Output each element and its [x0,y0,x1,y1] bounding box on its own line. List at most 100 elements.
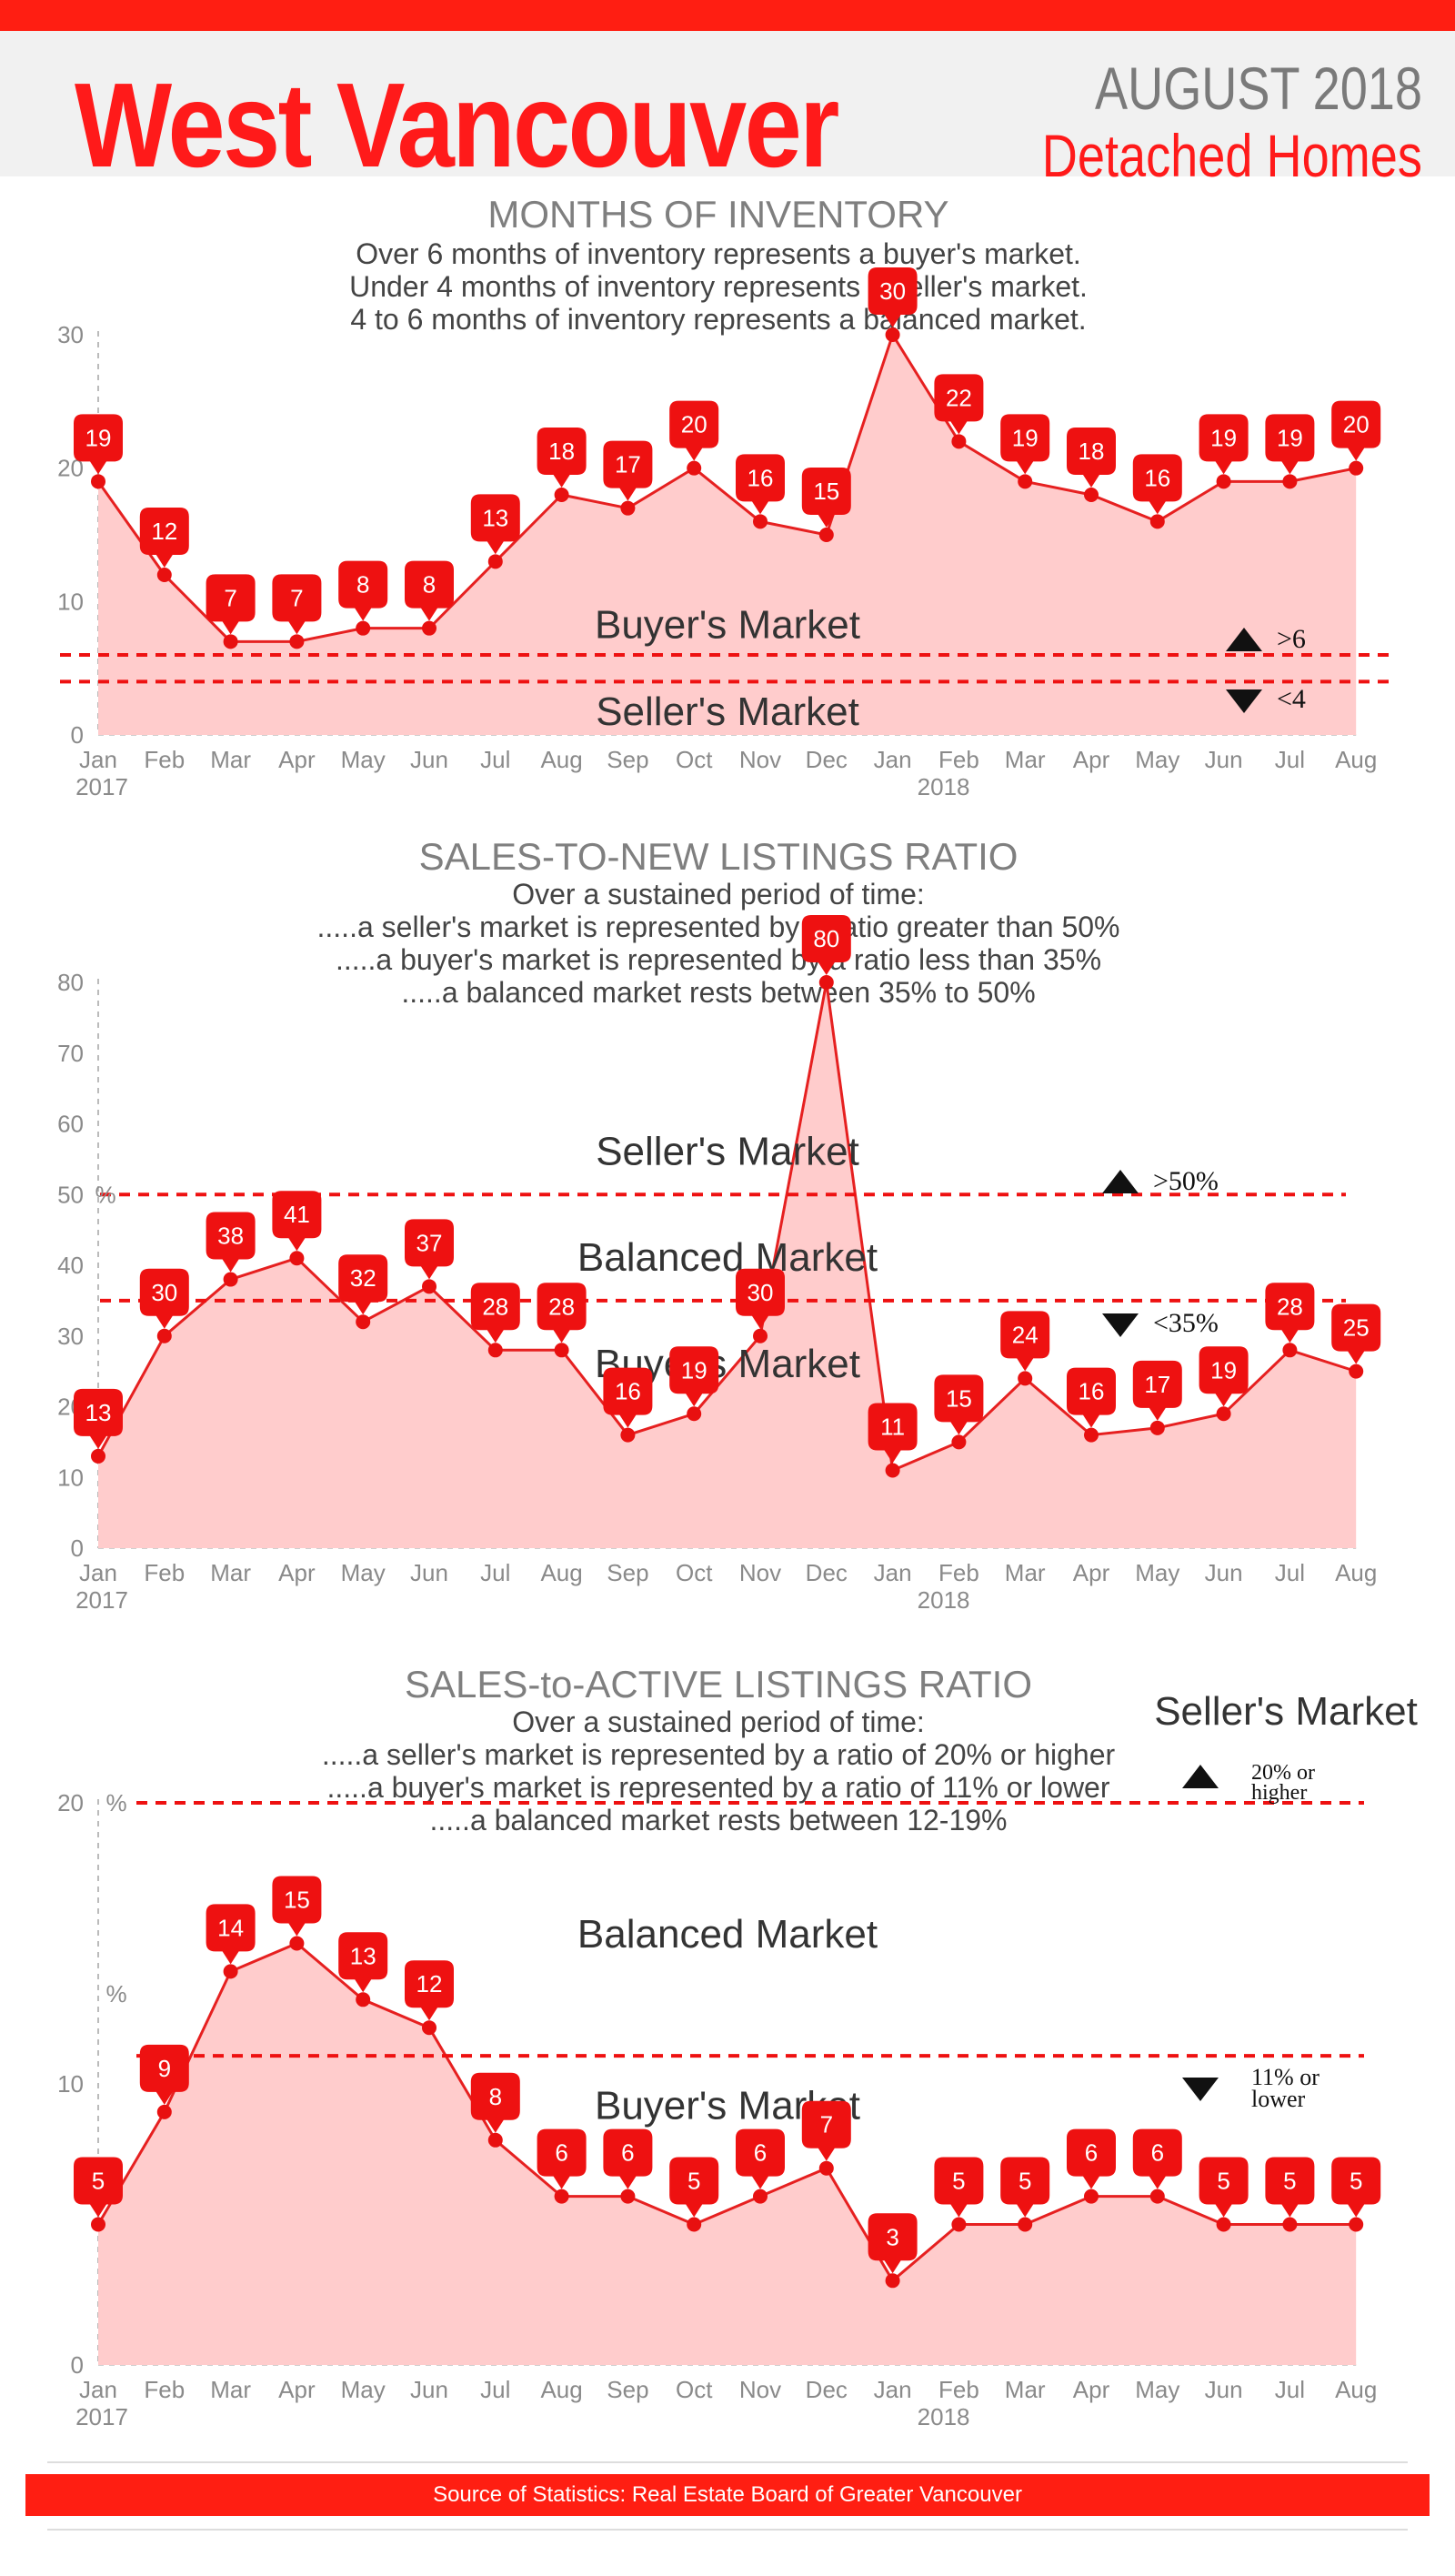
series-area [98,982,1357,1548]
data-label: 18 [1079,438,1105,465]
y-tick-label: 70 [57,1040,84,1067]
x-tick-label: Jan [874,1559,912,1586]
x-tick-label: Feb [938,2376,979,2403]
x-tick-label: Sep [607,1559,648,1586]
data-point [951,2217,967,2232]
data-point [687,2217,702,2232]
value-badge [1331,2157,1381,2218]
footer-divider-bottom [47,2529,1408,2531]
data-point [687,460,702,476]
triangle-up-icon [1102,1170,1139,1193]
data-point [422,1279,436,1294]
data-label: 15 [946,1384,972,1412]
value-badge [801,468,851,528]
data-point [223,1964,238,1979]
data-point [1282,2217,1298,2232]
data-point [885,2273,900,2289]
data-point [1018,1371,1033,1386]
data-label: 19 [681,1356,707,1384]
source-footer: Source of Statistics: Real Estate Board … [25,2474,1430,2516]
x-tick-label: Jan [79,2376,117,2403]
x-tick-label: Jan [874,746,912,773]
value-badge [801,2100,851,2161]
data-label: 7 [820,2111,833,2138]
series-area [98,1943,1357,2365]
data-point [753,1328,768,1343]
data-label: 32 [350,1264,376,1292]
data-point [1084,2189,1099,2204]
x-tick-label: Apr [278,746,316,773]
y-tick-label: 40 [57,1252,84,1279]
value-badge [1265,414,1315,475]
x-tick-label: Feb [144,1559,185,1586]
market-zone-label: Buyer's Market [595,603,860,648]
data-point [223,634,238,649]
value-badge [1199,2157,1249,2218]
data-label: 5 [687,2168,700,2195]
value-badge [74,2157,123,2218]
data-label: 3 [886,2223,898,2250]
market-zone-label: Balanced Market [577,1912,878,1957]
page-title: West Vancouver [75,58,839,192]
value-badge [736,454,785,515]
x-tick-label: May [341,746,386,773]
value-badge [1000,414,1050,475]
legend-note-up: >6 [1277,624,1306,654]
value-badge [603,1367,653,1428]
data-label: 28 [482,1293,508,1320]
y-tick-label: 0 [71,721,84,749]
data-label: 5 [1283,2168,1296,2195]
data-label: 37 [416,1229,443,1256]
data-label: 6 [555,2139,567,2167]
market-zone-label: Seller's Market [596,689,859,734]
series-line [96,1941,1357,2283]
value-badge [1331,1303,1381,1364]
x-tick-label: Apr [1073,1559,1110,1586]
market-zone-label: Seller's Market [596,1130,859,1174]
data-label: 13 [482,504,508,531]
data-point [1349,460,1364,476]
data-label: 6 [1151,2139,1164,2167]
value-badge [405,1960,454,2021]
data-label: 5 [1217,2168,1229,2195]
x-tick-label: Mar [1005,746,1046,773]
value-badge [669,400,719,461]
value-badge [537,428,587,488]
chart-description-line: .....a balanced market rests between 12-… [429,1804,1007,1836]
x-tick-label: May [341,1559,386,1586]
data-label: 8 [423,571,436,599]
data-point [554,1343,569,1358]
y-tick-label: 20 [57,1789,84,1816]
x-tick-label: Feb [938,746,979,773]
year-label: 2018 [918,773,970,800]
year-label: 2017 [75,1586,128,1614]
value-badge [603,440,653,501]
data-point [223,1272,238,1287]
percent-marker: % [105,1980,126,2007]
value-badge [1067,1367,1116,1428]
value-badge [338,560,388,621]
y-tick-label: 10 [57,588,84,615]
legend-note-down: 11% or [1251,2064,1320,2090]
value-badge [1265,1283,1315,1343]
data-point [1282,474,1298,489]
x-tick-label: Feb [144,2376,185,2403]
data-point [1018,2217,1033,2232]
value-badge [1000,1311,1050,1372]
data-label: 8 [489,2083,502,2110]
data-point [91,2217,105,2232]
data-point [1349,2217,1364,2232]
x-tick-label: Jun [1205,2376,1243,2403]
data-label: 16 [1079,1378,1105,1405]
x-tick-label: Oct [676,1559,713,1586]
x-tick-label: Dec [806,746,848,773]
data-label: 5 [1350,2168,1362,2195]
x-tick-label: Aug [1335,1559,1377,1586]
x-tick-label: Oct [676,746,713,773]
triangle-down-icon [1182,2078,1219,2101]
x-tick-label: Jun [410,1559,448,1586]
data-point [1216,474,1231,489]
x-tick-label: Jul [1275,746,1305,773]
series-line [96,331,1357,643]
x-tick-label: Nov [739,746,781,773]
